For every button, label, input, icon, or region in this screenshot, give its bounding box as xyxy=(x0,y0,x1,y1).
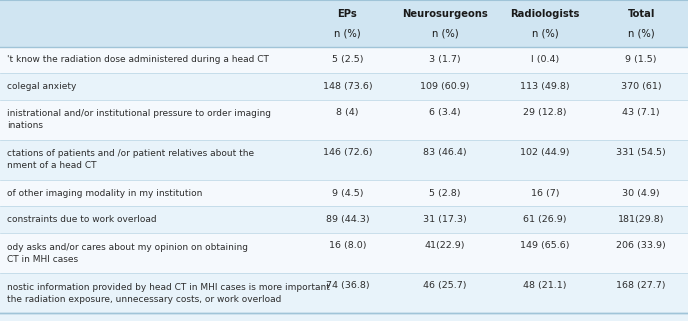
Text: 48 (21.1): 48 (21.1) xyxy=(523,281,567,290)
Text: 8 (4): 8 (4) xyxy=(336,108,358,117)
Text: 16 (8.0): 16 (8.0) xyxy=(329,241,366,250)
Text: I (0.4): I (0.4) xyxy=(530,56,559,65)
Text: 5 (2.8): 5 (2.8) xyxy=(429,189,461,198)
Bar xyxy=(0,273,688,313)
Text: constraints due to work overload: constraints due to work overload xyxy=(7,215,156,224)
Text: 331 (54.5): 331 (54.5) xyxy=(616,148,666,157)
Text: ctations of patients and /or patient relatives about the: ctations of patients and /or patient rel… xyxy=(7,149,254,158)
Text: 149 (65.6): 149 (65.6) xyxy=(520,241,570,250)
Text: Neurosurgeons: Neurosurgeons xyxy=(402,9,488,19)
Text: 9 (4.5): 9 (4.5) xyxy=(332,189,363,198)
Text: n (%): n (%) xyxy=(532,29,558,39)
Text: 't know the radiation dose administered during a head CT: 't know the radiation dose administered … xyxy=(7,56,269,65)
Text: 61 (26.9): 61 (26.9) xyxy=(523,215,567,224)
Text: n (%): n (%) xyxy=(334,29,361,39)
Text: 89 (44.3): 89 (44.3) xyxy=(325,215,369,224)
Bar xyxy=(0,180,688,206)
Text: 370 (61): 370 (61) xyxy=(621,82,662,91)
Text: 41(22.9): 41(22.9) xyxy=(425,241,465,250)
Bar xyxy=(0,0,688,47)
Text: 109 (60.9): 109 (60.9) xyxy=(420,82,470,91)
Text: nment of a head CT: nment of a head CT xyxy=(7,161,96,170)
Text: 29 (12.8): 29 (12.8) xyxy=(523,108,567,117)
Text: 9 (1.5): 9 (1.5) xyxy=(625,56,657,65)
Text: 181(29.8): 181(29.8) xyxy=(618,215,665,224)
Text: 102 (44.9): 102 (44.9) xyxy=(520,148,570,157)
Text: 5 (2.5): 5 (2.5) xyxy=(332,56,363,65)
Text: CT in MHI cases: CT in MHI cases xyxy=(7,255,78,264)
Text: 113 (49.8): 113 (49.8) xyxy=(520,82,570,91)
Text: inations: inations xyxy=(7,121,43,130)
Text: 43 (7.1): 43 (7.1) xyxy=(623,108,660,117)
Bar xyxy=(0,206,688,233)
Text: 146 (72.6): 146 (72.6) xyxy=(323,148,372,157)
Text: the radiation exposure, unnecessary costs, or work overload: the radiation exposure, unnecessary cost… xyxy=(7,294,281,304)
Text: n (%): n (%) xyxy=(432,29,458,39)
Text: Total: Total xyxy=(627,9,655,19)
Bar xyxy=(0,47,688,73)
Text: Radiologists: Radiologists xyxy=(510,9,579,19)
Text: 16 (7): 16 (7) xyxy=(530,189,559,198)
Text: inistrational and/or institutional pressure to order imaging: inistrational and/or institutional press… xyxy=(7,109,271,118)
Text: n (%): n (%) xyxy=(628,29,654,39)
Bar xyxy=(0,73,688,100)
Text: EPs: EPs xyxy=(338,9,357,19)
Text: 83 (46.4): 83 (46.4) xyxy=(423,148,467,157)
Text: 46 (25.7): 46 (25.7) xyxy=(423,281,467,290)
Text: ody asks and/or cares about my opinion on obtaining: ody asks and/or cares about my opinion o… xyxy=(7,243,248,252)
Bar xyxy=(0,140,688,180)
Text: 3 (1.7): 3 (1.7) xyxy=(429,56,461,65)
Text: 206 (33.9): 206 (33.9) xyxy=(616,241,666,250)
Text: 74 (36.8): 74 (36.8) xyxy=(325,281,369,290)
Text: 30 (4.9): 30 (4.9) xyxy=(623,189,660,198)
Text: colegal anxiety: colegal anxiety xyxy=(7,82,76,91)
Text: 148 (73.6): 148 (73.6) xyxy=(323,82,372,91)
Text: nostic information provided by head CT in MHI cases is more important: nostic information provided by head CT i… xyxy=(7,282,330,291)
Bar xyxy=(0,100,688,140)
Text: 168 (27.7): 168 (27.7) xyxy=(616,281,666,290)
Text: 6 (3.4): 6 (3.4) xyxy=(429,108,461,117)
Bar xyxy=(0,233,688,273)
Text: 31 (17.3): 31 (17.3) xyxy=(423,215,467,224)
Text: of other imaging modality in my institution: of other imaging modality in my institut… xyxy=(7,189,202,198)
